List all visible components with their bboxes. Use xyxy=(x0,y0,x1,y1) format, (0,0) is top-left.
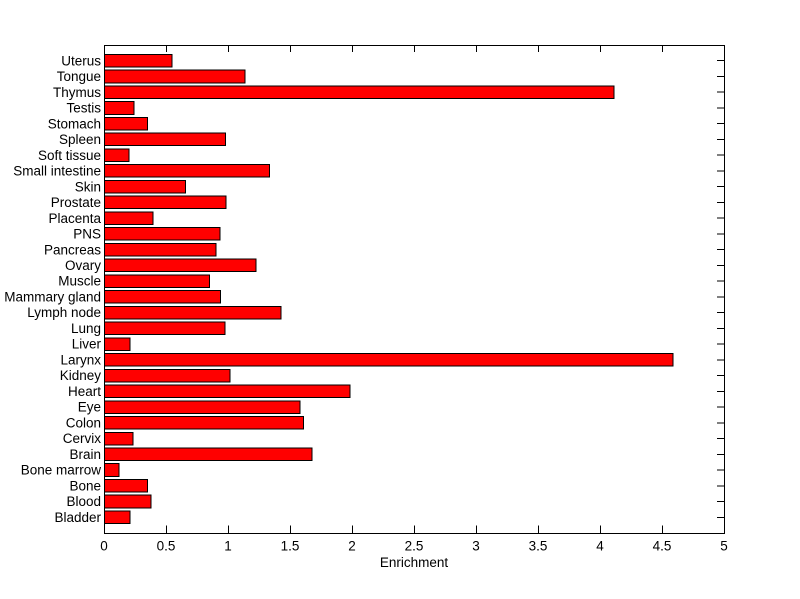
svg-text:Testis: Testis xyxy=(66,101,101,116)
svg-text:Blood: Blood xyxy=(66,494,101,509)
svg-text:4.5: 4.5 xyxy=(653,538,672,553)
svg-text:Brain: Brain xyxy=(69,447,101,462)
svg-text:0.5: 0.5 xyxy=(157,538,176,553)
svg-text:Colon: Colon xyxy=(66,415,101,430)
svg-text:Bone marrow: Bone marrow xyxy=(21,463,102,478)
svg-text:Liver: Liver xyxy=(72,337,102,352)
svg-text:Tongue: Tongue xyxy=(57,69,101,84)
svg-text:2.5: 2.5 xyxy=(405,538,424,553)
svg-text:1: 1 xyxy=(224,538,232,553)
svg-text:Bladder: Bladder xyxy=(54,510,101,525)
svg-text:Larynx: Larynx xyxy=(60,352,101,367)
svg-text:Prostate: Prostate xyxy=(51,195,101,210)
svg-text:PNS: PNS xyxy=(73,227,101,242)
svg-text:2: 2 xyxy=(348,538,356,553)
svg-text:Muscle: Muscle xyxy=(58,274,101,289)
svg-text:Placenta: Placenta xyxy=(48,211,101,226)
svg-text:Soft tissue: Soft tissue xyxy=(38,148,101,163)
svg-text:Ovary: Ovary xyxy=(65,258,101,273)
svg-text:Bone: Bone xyxy=(69,478,101,493)
svg-text:Pancreas: Pancreas xyxy=(44,242,101,257)
svg-text:Spleen: Spleen xyxy=(59,132,101,147)
svg-text:Kidney: Kidney xyxy=(60,368,102,383)
svg-text:5: 5 xyxy=(720,538,728,553)
svg-text:Lung: Lung xyxy=(71,321,101,336)
svg-text:Uterus: Uterus xyxy=(61,53,101,68)
svg-text:0: 0 xyxy=(100,538,108,553)
svg-text:Cervix: Cervix xyxy=(63,431,102,446)
svg-text:3: 3 xyxy=(472,538,480,553)
svg-text:Enrichment: Enrichment xyxy=(380,555,449,570)
svg-text:Stomach: Stomach xyxy=(48,116,101,131)
svg-text:Heart: Heart xyxy=(68,384,101,399)
svg-text:4: 4 xyxy=(596,538,604,553)
svg-text:Eye: Eye xyxy=(78,400,101,415)
svg-text:Mammary gland: Mammary gland xyxy=(4,289,101,304)
svg-text:3.5: 3.5 xyxy=(529,538,548,553)
svg-text:Thymus: Thymus xyxy=(53,85,101,100)
svg-text:Lymph node: Lymph node xyxy=(27,305,101,320)
svg-text:Skin: Skin xyxy=(75,179,101,194)
svg-text:1.5: 1.5 xyxy=(281,538,300,553)
svg-text:Small intestine: Small intestine xyxy=(13,164,101,179)
